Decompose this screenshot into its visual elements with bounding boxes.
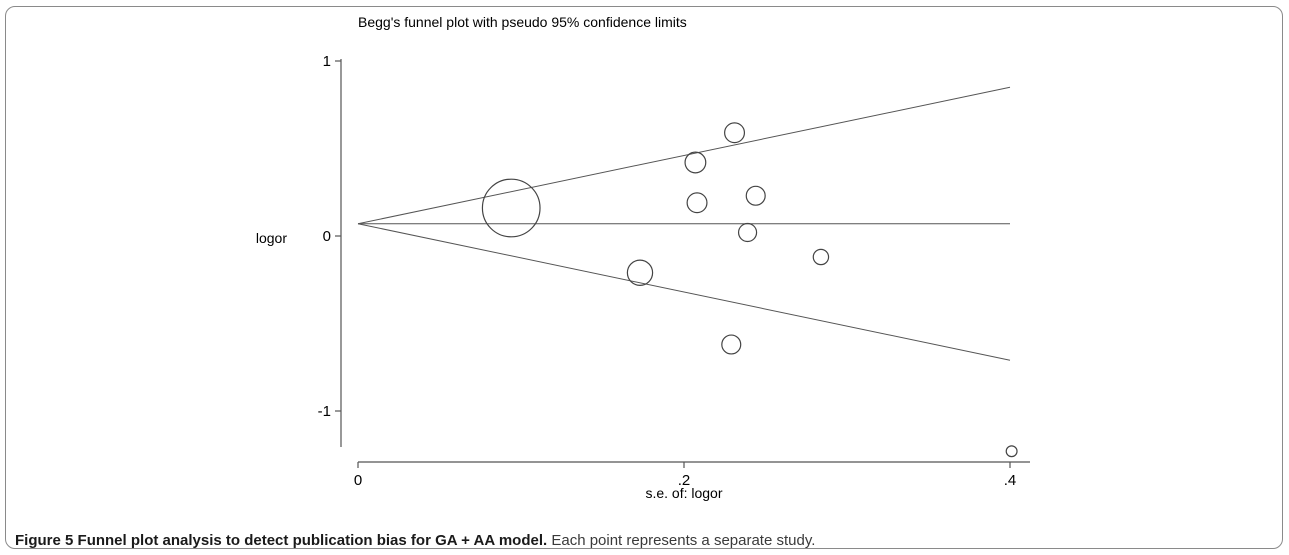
study-point [481,178,541,238]
study-point [812,248,830,266]
upper-confidence-limit [357,86,1011,225]
axes [340,59,1030,463]
chart-title: Begg's funnel plot with pseudo 95% confi… [358,14,687,30]
y-axis-label: logor [256,230,287,246]
y-tick-label: 0 [323,228,331,245]
x-tick-label: .4 [1004,472,1017,489]
x-tick-label: 0 [354,472,362,489]
study-points [481,122,1018,458]
caption-bold-text: Funnel plot analysis to detect publicati… [77,532,548,549]
study-point [686,192,708,214]
funnel-plot: Begg's funnel plot with pseudo 95% confi… [256,14,1030,501]
study-point [626,259,654,286]
study-point [724,122,746,144]
study-point [721,334,742,355]
x-axis-label: s.e. of: logor [645,485,722,501]
funnel-lines [357,86,1011,361]
y-tick-label: -1 [318,403,331,420]
caption-text: Each point represents a separate study. [551,532,816,549]
figure-caption: Figure 5 Funnel plot analysis to detect … [15,532,815,549]
lower-confidence-limit [357,223,1011,361]
study-point [1005,445,1018,458]
study-point [745,185,766,206]
y-tick-label: 1 [323,53,331,70]
study-point [684,151,707,174]
x-tick-label: .2 [678,472,691,489]
figure-frame [5,6,1283,549]
caption-label: Figure 5 [15,532,74,549]
axis-ticks: 1 0 -1 0 .2 .4 [318,53,1017,489]
study-point [737,222,758,243]
